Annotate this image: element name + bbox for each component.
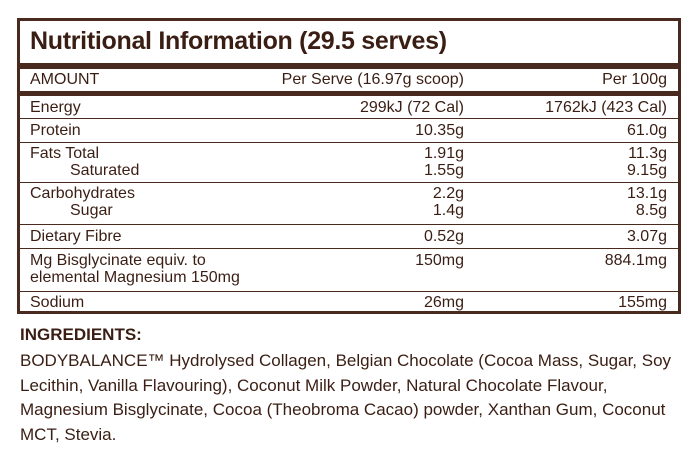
row-label: Carbohydrates <box>30 185 135 202</box>
per-100g-header: Per 100g <box>602 71 667 88</box>
ingredients-heading: INGREDIENTS: <box>20 325 142 344</box>
row-divider <box>20 118 678 119</box>
per-100g-value: 13.1g <box>626 185 667 202</box>
row-divider <box>20 291 678 292</box>
panel-title: Nutritional Information (29.5 serves) <box>30 27 447 55</box>
per-serve-header: Per Serve (16.97g scoop) <box>281 71 464 88</box>
per-100g-value: 11.3g <box>628 145 667 162</box>
title-rule <box>20 63 678 69</box>
per-serve-value: 1.55g <box>423 162 464 179</box>
row-label: elemental Magnesium 150mg <box>30 269 240 286</box>
per-serve-value: 1.4g <box>432 202 464 219</box>
per-100g-value: 8.5g <box>635 202 667 219</box>
row-label: Sugar <box>70 202 113 219</box>
per-serve-value: 1.91g <box>423 145 464 162</box>
per-serve-value: 299kJ (72 Cal) <box>359 99 464 116</box>
row-divider <box>20 224 678 225</box>
per-serve-value: 2.2g <box>432 185 464 202</box>
per-serve-value: 0.52g <box>423 228 464 245</box>
nutrition-panel: Nutritional Information (29.5 serves) AM… <box>17 18 681 314</box>
per-100g-value: 3.07g <box>626 228 667 245</box>
amount-header: AMOUNT <box>30 71 100 88</box>
row-label: Mg Bisglycinate equiv. to <box>30 252 206 269</box>
row-label: Sodium <box>30 294 85 311</box>
row-divider <box>20 248 678 249</box>
row-label: Protein <box>30 122 81 139</box>
per-100g-value: 9.15g <box>626 162 667 179</box>
row-label: Fats Total <box>30 145 100 162</box>
per-serve-value: 26mg <box>423 294 464 311</box>
per-serve-value: 10.35g <box>415 122 464 139</box>
row-divider <box>20 142 678 143</box>
row-label: Saturated <box>70 162 140 179</box>
ingredients-text: BODYBALANCE™ Hydrolysed Collagen, Belgia… <box>20 351 672 444</box>
header-rule <box>20 91 678 96</box>
per-100g-value: 884.1mg <box>604 252 667 269</box>
per-100g-value: 155mg <box>618 294 667 311</box>
row-label: Dietary Fibre <box>30 228 122 245</box>
row-divider <box>20 182 678 183</box>
per-serve-value: 150mg <box>415 252 464 269</box>
per-100g-value: 1762kJ (423 Cal) <box>545 99 667 116</box>
row-label: Energy <box>30 99 81 116</box>
per-100g-value: 61.0g <box>626 122 667 139</box>
